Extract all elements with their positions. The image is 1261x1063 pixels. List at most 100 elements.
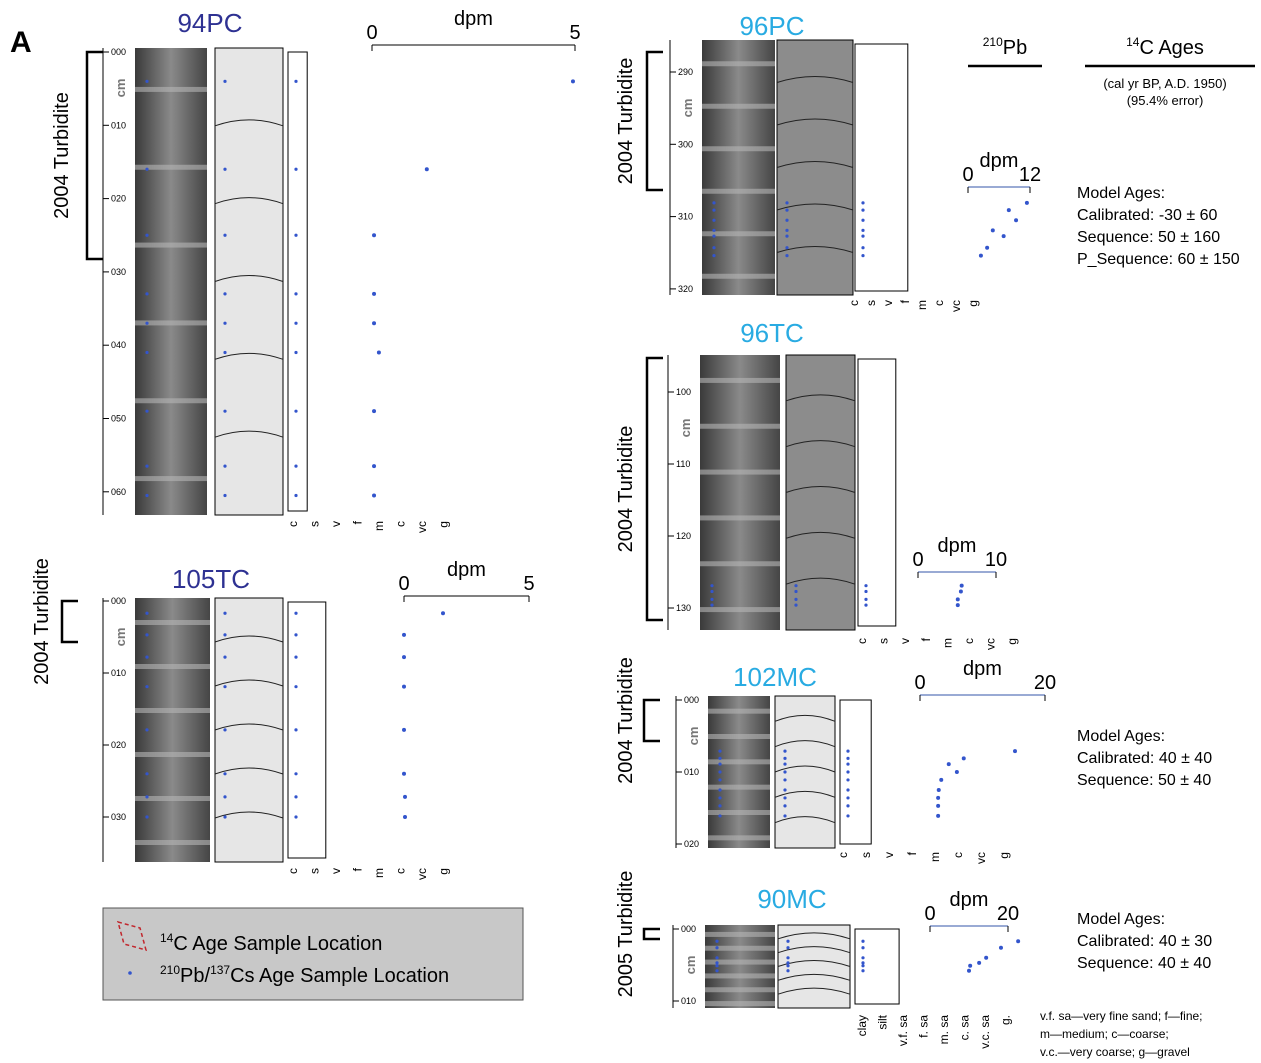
- dpm-point: [968, 964, 972, 968]
- sample-location: [712, 229, 715, 232]
- c14-note: (cal yr BP, A.D. 1950): [1103, 76, 1226, 91]
- sample-location: [145, 656, 148, 659]
- dpm-point: [402, 655, 406, 659]
- dpm-point: [425, 167, 429, 171]
- depth-tick-label: 030: [111, 267, 126, 277]
- sample-location: [294, 410, 297, 413]
- sample-location: [785, 219, 788, 222]
- dpm-point: [571, 79, 575, 83]
- c14-header: 14C Ages: [1126, 35, 1204, 59]
- grain-size-log: [288, 602, 326, 858]
- core-photo: [705, 925, 775, 1008]
- sample-location: [223, 728, 226, 731]
- sample-location: [715, 946, 718, 949]
- dpm-point: [372, 292, 376, 296]
- depth-tick-label: 010: [684, 767, 699, 777]
- grain-size-log: [840, 700, 871, 844]
- sample-location: [785, 208, 788, 211]
- sample-location: [783, 804, 786, 807]
- sample-location: [718, 778, 721, 781]
- depth-tick-label: 020: [111, 740, 126, 750]
- grain-size-label: s: [308, 521, 322, 527]
- sample-location: [861, 946, 864, 949]
- legend-pb: 210Pb/137Cs Age Sample Location: [160, 963, 449, 987]
- depth-tick-label: 000: [111, 47, 126, 57]
- sample-location: [785, 246, 788, 249]
- sample-location: [145, 795, 148, 798]
- sample-location: [223, 322, 226, 325]
- dpm-tick-label: 20: [997, 903, 1019, 925]
- dpm-point: [979, 254, 983, 258]
- sample-location: [712, 201, 715, 204]
- grain-size-label: f: [919, 637, 933, 641]
- sample-location: [785, 235, 788, 238]
- grain-size-log: [855, 44, 908, 291]
- photo-band: [702, 146, 775, 151]
- abbreviation: m—medium; c—coarse;: [1040, 1027, 1169, 1041]
- sample-location: [783, 770, 786, 773]
- grain-size-label: clay: [855, 1015, 869, 1036]
- dpm-point: [967, 969, 971, 973]
- model-age: Sequence: 50 ± 160: [1077, 229, 1220, 246]
- core-drawing: [215, 48, 283, 515]
- sample-location: [861, 219, 864, 222]
- dpm-label: dpm: [447, 559, 486, 581]
- grain-size-label: f: [898, 299, 912, 303]
- sample-location: [783, 788, 786, 791]
- dpm-tick-label: 0: [366, 22, 377, 44]
- turbidite-bracket: [644, 929, 660, 939]
- sample-location: [223, 815, 226, 818]
- model-age: Calibrated: 40 ± 30: [1077, 933, 1212, 950]
- dpm-tick-label: 20: [1034, 672, 1056, 694]
- photo-band: [135, 752, 210, 757]
- panel-label: A: [10, 26, 32, 59]
- sample-location: [783, 757, 786, 760]
- sample-location: [223, 795, 226, 798]
- grain-size-log: [288, 52, 307, 511]
- depth-tick-label: 020: [684, 839, 699, 849]
- sample-location: [846, 814, 849, 817]
- sample-location: [710, 604, 713, 607]
- depth-tick-label: 320: [678, 284, 693, 294]
- photo-band: [135, 243, 207, 248]
- sample-location: [145, 612, 148, 615]
- dpm-point: [947, 762, 951, 766]
- photo-band: [700, 607, 780, 612]
- photo-band: [135, 664, 210, 669]
- depth-tick-label: 030: [111, 812, 126, 822]
- sample-location: [861, 254, 864, 257]
- sample-location: [715, 940, 718, 943]
- sample-location: [861, 208, 864, 211]
- dpm-tick-label: 0: [912, 549, 923, 571]
- core-photo: [700, 355, 780, 630]
- grain-size-label: s: [859, 852, 873, 858]
- abbreviation: v.f. sa—very fine sand; f—fine;: [1040, 1009, 1203, 1023]
- dpm-label: dpm: [454, 8, 493, 30]
- dpm-tick-label: 0: [962, 164, 973, 186]
- grain-size-label: v.f. sa: [896, 1015, 910, 1046]
- sample-location: [718, 804, 721, 807]
- core-drawing: [786, 355, 855, 630]
- sample-location: [223, 410, 226, 413]
- sample-location: [861, 235, 864, 238]
- sample-location: [710, 584, 713, 587]
- dpm-tick-label: 0: [924, 903, 935, 925]
- legend-pb-symbol: [128, 971, 132, 975]
- grain-size-label: v: [329, 868, 343, 874]
- sample-location: [145, 351, 148, 354]
- depth-tick-label: 040: [111, 340, 126, 350]
- dpm-point: [936, 814, 940, 818]
- dpm-point: [1007, 208, 1011, 212]
- grain-size-label: g: [966, 300, 980, 307]
- sample-location: [145, 322, 148, 325]
- core-title: 105TC: [172, 564, 250, 594]
- dpm-tick-label: 0: [914, 672, 925, 694]
- sample-location: [712, 208, 715, 211]
- depth-tick-label: 000: [111, 596, 126, 606]
- photo-band: [700, 561, 780, 566]
- sample-location: [223, 465, 226, 468]
- dpm-point: [377, 351, 381, 355]
- sample-location: [718, 788, 721, 791]
- dpm-point: [991, 228, 995, 232]
- dpm-point: [984, 956, 988, 960]
